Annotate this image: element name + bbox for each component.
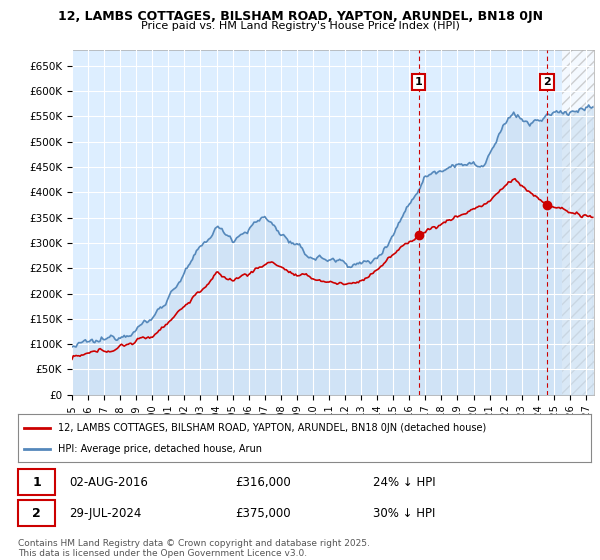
Text: Price paid vs. HM Land Registry's House Price Index (HPI): Price paid vs. HM Land Registry's House …	[140, 21, 460, 31]
Text: 02-AUG-2016: 02-AUG-2016	[70, 475, 148, 489]
Text: 24% ↓ HPI: 24% ↓ HPI	[373, 475, 436, 489]
Text: 12, LAMBS COTTAGES, BILSHAM ROAD, YAPTON, ARUNDEL, BN18 0JN: 12, LAMBS COTTAGES, BILSHAM ROAD, YAPTON…	[58, 10, 542, 23]
Text: HPI: Average price, detached house, Arun: HPI: Average price, detached house, Arun	[58, 444, 262, 454]
Text: 29-JUL-2024: 29-JUL-2024	[70, 507, 142, 520]
Text: £375,000: £375,000	[236, 507, 292, 520]
Text: 30% ↓ HPI: 30% ↓ HPI	[373, 507, 436, 520]
Text: 2: 2	[32, 507, 41, 520]
Text: Contains HM Land Registry data © Crown copyright and database right 2025.
This d: Contains HM Land Registry data © Crown c…	[18, 539, 370, 558]
Text: 1: 1	[32, 475, 41, 489]
Text: 1: 1	[415, 77, 422, 87]
FancyBboxPatch shape	[18, 469, 55, 495]
Bar	[562, 50, 594, 395]
FancyBboxPatch shape	[18, 500, 55, 526]
Text: £316,000: £316,000	[236, 475, 292, 489]
Text: 2: 2	[543, 77, 551, 87]
Text: 12, LAMBS COTTAGES, BILSHAM ROAD, YAPTON, ARUNDEL, BN18 0JN (detached house): 12, LAMBS COTTAGES, BILSHAM ROAD, YAPTON…	[58, 423, 487, 433]
